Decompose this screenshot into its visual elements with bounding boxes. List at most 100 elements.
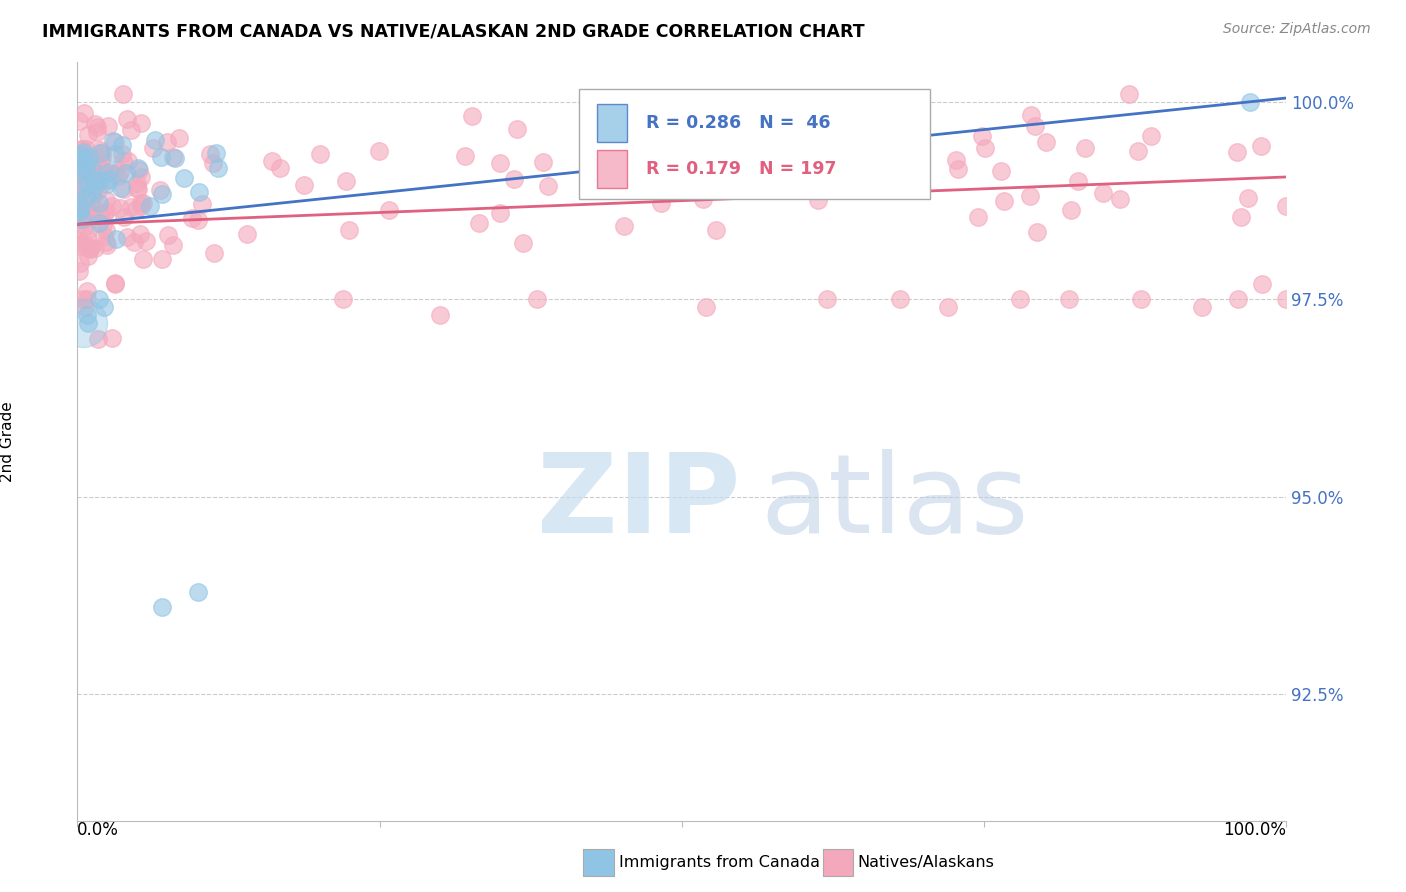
- Point: [187, 584, 209, 599]
- Point: [704, 223, 727, 237]
- Point: [367, 145, 389, 159]
- Point: [308, 146, 330, 161]
- Point: [77, 249, 100, 263]
- Point: [110, 181, 132, 195]
- Point: [332, 293, 354, 307]
- Point: [75, 171, 97, 186]
- Point: [946, 162, 969, 177]
- Point: [191, 197, 214, 211]
- Point: [76, 292, 98, 306]
- Point: [1073, 141, 1095, 155]
- Point: [75, 158, 97, 172]
- Point: [67, 165, 90, 179]
- Text: R = 0.286   N =  46: R = 0.286 N = 46: [645, 114, 830, 132]
- Point: [80, 186, 103, 200]
- Point: [89, 143, 111, 157]
- Point: [76, 308, 98, 322]
- Point: [807, 193, 830, 207]
- Point: [77, 177, 100, 191]
- Point: [76, 202, 98, 217]
- Point: [127, 161, 149, 176]
- Point: [72, 202, 94, 216]
- Point: [1140, 129, 1163, 144]
- Point: [97, 120, 120, 134]
- Point: [86, 120, 108, 134]
- Point: [150, 187, 173, 202]
- Point: [650, 196, 672, 211]
- Point: [83, 240, 105, 254]
- Point: [162, 150, 184, 164]
- Point: [76, 224, 98, 238]
- Point: [780, 148, 803, 162]
- Point: [735, 132, 758, 146]
- Point: [688, 150, 710, 164]
- Point: [150, 151, 173, 165]
- Point: [936, 300, 959, 314]
- Point: [1024, 120, 1046, 134]
- Point: [103, 146, 125, 161]
- FancyBboxPatch shape: [579, 89, 929, 199]
- Point: [967, 210, 990, 224]
- Point: [127, 176, 149, 190]
- Point: [181, 211, 204, 225]
- Point: [488, 156, 510, 170]
- Point: [75, 179, 97, 194]
- Point: [67, 234, 90, 248]
- Point: [82, 188, 104, 202]
- Point: [83, 117, 105, 131]
- Point: [94, 235, 117, 250]
- Point: [70, 211, 93, 226]
- Point: [70, 238, 93, 252]
- Point: [105, 232, 128, 246]
- Point: [1275, 199, 1298, 213]
- Point: [80, 194, 103, 208]
- Point: [70, 161, 93, 176]
- Point: [77, 178, 100, 192]
- Point: [467, 216, 489, 230]
- Point: [129, 196, 152, 211]
- Point: [648, 158, 671, 172]
- Point: [69, 189, 91, 203]
- Point: [86, 125, 108, 139]
- Point: [96, 238, 118, 252]
- Point: [613, 219, 636, 234]
- Point: [1092, 186, 1115, 200]
- Point: [163, 151, 186, 165]
- Point: [974, 141, 997, 155]
- Point: [692, 192, 714, 206]
- Point: [70, 165, 93, 179]
- Point: [70, 238, 93, 252]
- Point: [129, 199, 152, 213]
- Point: [536, 178, 558, 193]
- Bar: [598, 150, 627, 187]
- Point: [111, 137, 134, 152]
- Point: [142, 141, 165, 155]
- Point: [83, 174, 105, 188]
- Point: [335, 174, 357, 188]
- Point: [77, 151, 100, 165]
- Point: [1226, 145, 1249, 159]
- Point: [93, 229, 115, 244]
- Point: [72, 195, 94, 210]
- Point: [73, 200, 96, 214]
- Point: [115, 166, 138, 180]
- Point: [67, 186, 90, 200]
- Text: Natives/Alaskans: Natives/Alaskans: [858, 855, 994, 870]
- Point: [98, 165, 121, 179]
- Point: [67, 162, 90, 177]
- Point: [173, 170, 195, 185]
- Point: [754, 172, 776, 186]
- Text: atlas: atlas: [761, 449, 1029, 556]
- Text: 0.0%: 0.0%: [77, 821, 120, 838]
- Point: [188, 186, 211, 200]
- Point: [111, 153, 134, 168]
- Point: [79, 157, 101, 171]
- Point: [262, 153, 284, 168]
- Point: [93, 300, 115, 314]
- Point: [1236, 191, 1258, 205]
- Point: [135, 234, 157, 248]
- Point: [337, 223, 360, 237]
- Point: [90, 156, 112, 170]
- Point: [1251, 277, 1274, 291]
- Point: [131, 252, 153, 267]
